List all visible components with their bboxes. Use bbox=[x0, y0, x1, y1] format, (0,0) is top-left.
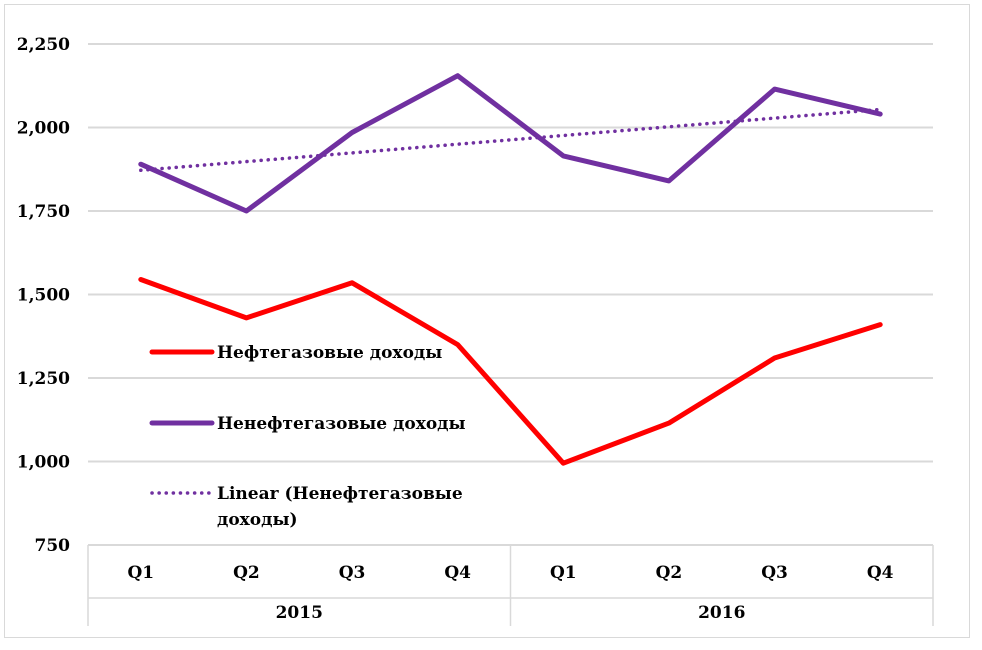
x-tick-label: Q2 bbox=[233, 563, 260, 583]
y-tick-label: 2,250 bbox=[17, 35, 70, 55]
series-line-2 bbox=[138, 73, 883, 214]
y-tick-label: 1,750 bbox=[17, 202, 70, 222]
x-tick-label: Q2 bbox=[656, 563, 683, 583]
y-tick-label: 1,000 bbox=[17, 453, 70, 473]
series-line-1 bbox=[138, 277, 883, 466]
legend: Нефтегазовые доходы Ненефтегазовые доходы… bbox=[149, 343, 466, 530]
series-line-3 bbox=[139, 107, 882, 173]
x-tick-label: Q4 bbox=[444, 563, 471, 583]
x-tick-label: Q4 bbox=[867, 563, 894, 583]
y-tick-label: 1,250 bbox=[17, 369, 70, 389]
x-group-label: 2016 bbox=[698, 603, 745, 623]
y-tick-label: 2,000 bbox=[17, 119, 70, 139]
series-lines bbox=[138, 73, 883, 466]
x-axis bbox=[87, 544, 934, 626]
chart-frame bbox=[4, 4, 970, 638]
legend-label: Linear (Ненефтегазовые доходы) bbox=[217, 484, 463, 530]
x-tick-label: Q3 bbox=[339, 563, 366, 583]
legend-label: Ненефтегазовые доходы bbox=[217, 414, 466, 434]
x-group-label: 2015 bbox=[276, 603, 323, 623]
x-tick-label: Q1 bbox=[550, 563, 577, 583]
y-tick-label: 1,500 bbox=[17, 286, 70, 306]
x-tick-label: Q1 bbox=[127, 563, 154, 583]
legend-label: Нефтегазовые доходы bbox=[217, 343, 442, 363]
gridlines bbox=[88, 43, 933, 463]
y-axis-tick-labels: 750 1,000 1,250 1,500 1,750 2,000 2,250 bbox=[17, 35, 70, 556]
x-axis-tick-labels: 2015 2016 Q1 Q2 Q3 Q4 Q1 Q2 Q3 Q4 bbox=[127, 563, 893, 623]
x-tick-label: Q3 bbox=[761, 563, 788, 583]
y-tick-label: 750 bbox=[35, 536, 71, 556]
